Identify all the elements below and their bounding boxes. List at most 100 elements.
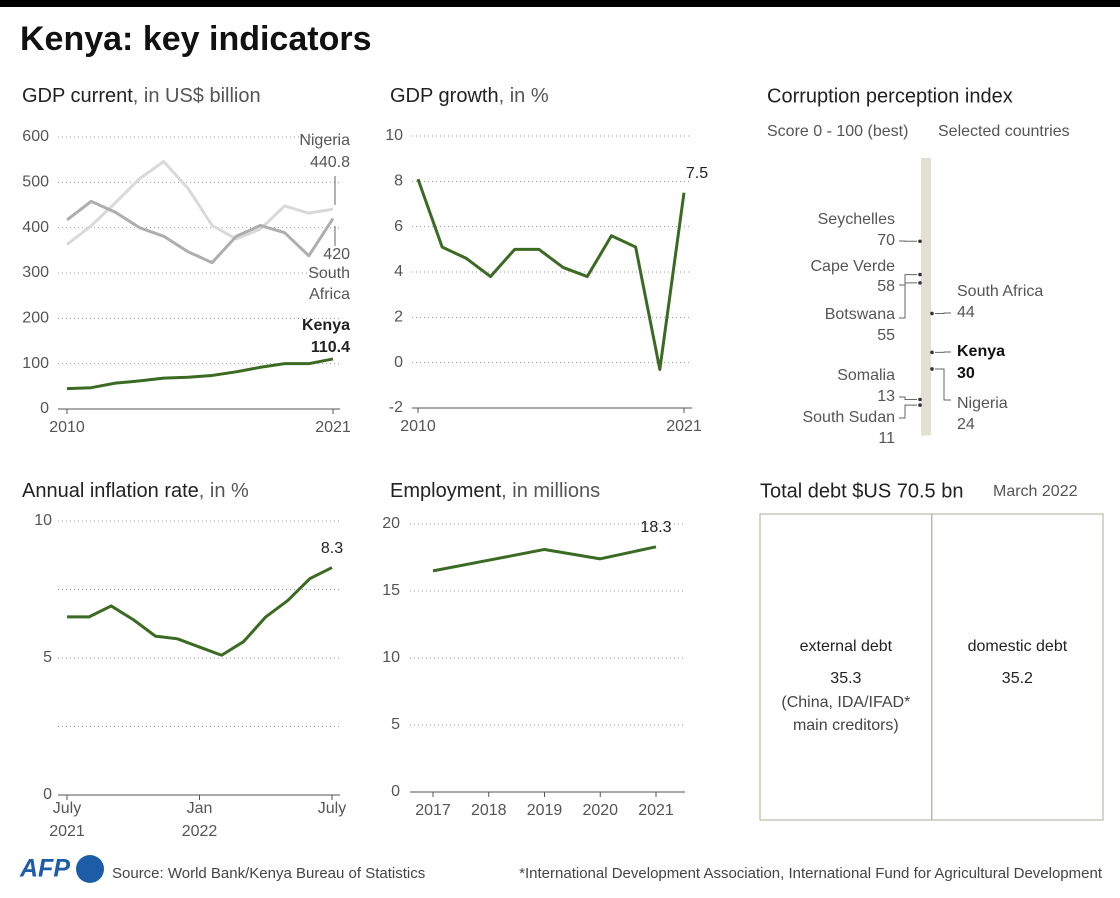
x-tick-label: 2019: [527, 802, 563, 819]
y-tick-label: 10: [382, 649, 400, 666]
value-label: 35.2: [1002, 670, 1033, 687]
debt-block: [931, 513, 1104, 821]
series-line: [66, 199, 335, 265]
y-tick-label: 0: [40, 400, 49, 417]
panel-title-main: GDP growth: [390, 85, 499, 107]
y-tick-label: 0: [43, 786, 52, 803]
debt-label: external debt: [800, 638, 893, 655]
leader-line: [935, 368, 951, 401]
y-tick-label: 6: [394, 218, 403, 235]
footnote: *International Development Association, …: [519, 865, 1103, 882]
y-tick-label: 0: [391, 783, 400, 800]
series-line: [416, 178, 686, 371]
leader-line: [899, 404, 917, 419]
value-label: 440.8: [310, 154, 350, 171]
dot: [930, 350, 934, 355]
x-tick-label: 2021: [638, 802, 674, 819]
top-bar: [0, 0, 1120, 7]
value-label: 24: [957, 416, 975, 433]
x-tick-label: 2010: [49, 419, 85, 436]
dot: [930, 367, 934, 371]
series-name-line: South: [308, 265, 350, 282]
y-tick-label: 600: [22, 128, 49, 145]
series-name: South Africa: [308, 265, 350, 303]
x-tick-label: Jan 2022: [182, 800, 218, 840]
value-label: 55: [877, 327, 895, 344]
series-name: Kenya: [302, 317, 350, 334]
country-name: Botswana: [825, 306, 895, 323]
value-label: 8.3: [321, 540, 343, 557]
debt-note: (China, IDA/IFAD*: [781, 694, 910, 711]
leader-line: [899, 282, 917, 319]
y-tick-label: 20: [382, 515, 400, 532]
y-tick-label: 4: [394, 263, 403, 280]
dot: [918, 281, 922, 285]
value-label: 18.3: [640, 519, 671, 536]
panel-title-main: Employment: [390, 480, 502, 502]
panel-date: March 2022: [993, 483, 1078, 500]
y-tick-label: 200: [22, 310, 49, 327]
panel-title-unit: , in %: [499, 85, 549, 107]
panel-title-unit: , in US$ billion: [133, 85, 261, 107]
panel-note: Selected countries: [938, 123, 1070, 140]
y-tick-label: 100: [22, 355, 49, 372]
y-tick-label: 10: [34, 512, 52, 529]
panel-title-main: Annual inflation rate: [22, 480, 199, 502]
country-name: Cape Verde: [810, 258, 895, 275]
series-line: [67, 566, 333, 657]
y-tick-label: 5: [391, 716, 400, 733]
dot: [918, 403, 922, 407]
series-line: [432, 545, 657, 573]
x-tick-label-line: 2021: [49, 823, 85, 840]
panel-title: GDP growth, in %: [390, 85, 549, 107]
debt-label: domestic debt: [968, 638, 1068, 655]
panel-title-unit: , in %: [199, 480, 249, 502]
value-label: 44: [957, 304, 975, 321]
x-tick-label-line: Jan: [187, 800, 213, 817]
logo: AFP: [19, 855, 70, 883]
series-line: [66, 357, 334, 391]
panel-title: GDP current, in US$ billion: [22, 85, 261, 107]
page-title: Kenya: key indicators: [20, 20, 371, 58]
value-label: 11: [878, 430, 895, 447]
panel-subtitle: Score 0 - 100 (best): [767, 123, 908, 140]
x-tick-label: 2020: [582, 802, 618, 819]
leader-line: [899, 396, 917, 401]
country-name: Somalia: [837, 367, 895, 384]
debt-block: [759, 513, 933, 821]
country-name: South Africa: [957, 283, 1043, 300]
scale-bar: [921, 158, 931, 436]
source: Source: World Bank/Kenya Bureau of Stati…: [112, 865, 425, 882]
x-tick-label: July 2021: [49, 800, 85, 840]
dot: [918, 272, 922, 277]
panel-title: Employment, in millions: [390, 480, 600, 502]
y-tick-label: 8: [394, 173, 403, 190]
y-tick-label: 400: [22, 219, 49, 236]
dot: [918, 239, 922, 244]
x-tick-label: 2010: [400, 418, 436, 435]
value-label: 7.5: [686, 165, 708, 182]
y-tick-label: 5: [43, 649, 52, 666]
value-label: 13: [877, 388, 895, 405]
value-label: 420: [323, 246, 350, 263]
y-tick-label: 10: [385, 127, 403, 144]
series-name: Nigeria: [299, 132, 350, 149]
series-line: [66, 159, 334, 246]
leader-line: [899, 274, 917, 286]
panel-title: Total debt $US 70.5 bn: [760, 480, 963, 502]
logo-dot: [76, 855, 104, 883]
country-name: Seychelles: [818, 211, 895, 228]
country-name: Kenya: [957, 343, 1005, 360]
y-tick-label: 15: [382, 582, 400, 599]
x-tick-label: July: [318, 800, 346, 817]
panel-title-main: GDP current: [22, 85, 133, 107]
x-tick-label-line: July: [53, 800, 81, 817]
y-tick-label: 500: [22, 174, 49, 191]
x-tick-label: 2018: [471, 802, 507, 819]
x-tick-label: 2021: [666, 418, 702, 435]
panel-title: Corruption perception index: [767, 85, 1013, 107]
dot: [918, 397, 922, 402]
y-tick-label: -2: [389, 399, 403, 416]
x-tick-label: 2017: [415, 802, 451, 819]
